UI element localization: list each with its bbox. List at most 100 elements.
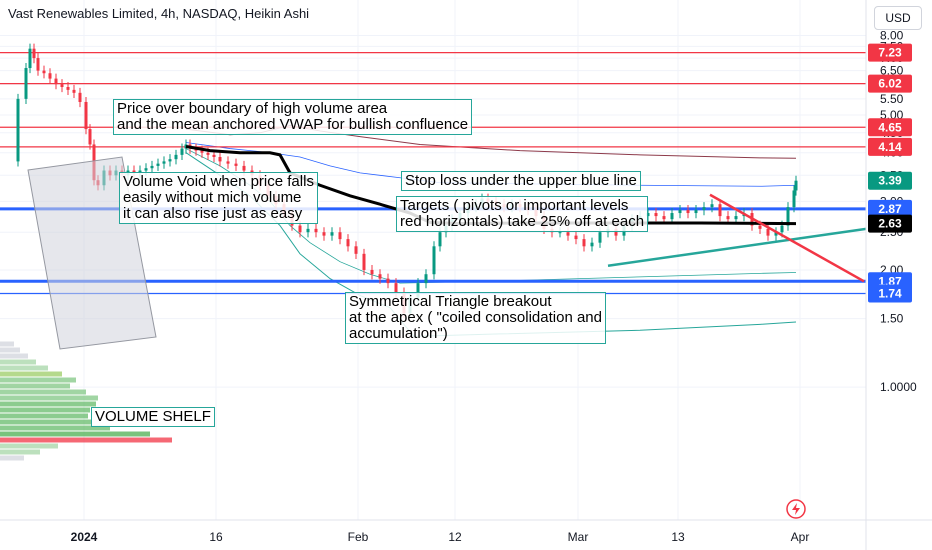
volume-profile-bar xyxy=(0,359,36,365)
candle-body xyxy=(60,84,64,87)
candle-body xyxy=(438,232,442,247)
candle-body xyxy=(432,246,436,275)
x-tick-label: Apr xyxy=(791,530,810,544)
candle-body xyxy=(362,253,366,270)
candle-body xyxy=(686,210,690,214)
x-tick-label: 13 xyxy=(671,530,685,544)
y-tick-label: 5.50 xyxy=(880,92,904,106)
candle-body xyxy=(218,157,222,162)
candle-body xyxy=(590,242,594,247)
candle-body xyxy=(792,190,796,208)
candle-body xyxy=(574,235,578,240)
price-label: 4.14 xyxy=(878,140,902,154)
candle-body xyxy=(322,232,326,236)
price-label: 3.39 xyxy=(878,174,902,188)
candle-body xyxy=(386,278,390,284)
candle-body xyxy=(558,232,562,234)
volume-profile-bar xyxy=(0,383,70,389)
volume-profile-bar xyxy=(0,431,150,437)
candle-body xyxy=(354,246,358,254)
price-label-bg xyxy=(868,137,912,156)
candle-body xyxy=(416,283,420,298)
candle-body xyxy=(582,239,586,247)
candle-body xyxy=(678,210,682,214)
candle-body xyxy=(370,269,374,275)
price-label: 7.23 xyxy=(878,46,902,60)
volume-profile-bar xyxy=(0,347,20,353)
candle-body xyxy=(32,48,36,59)
triangle-upper-trendline xyxy=(709,193,865,283)
candle-body xyxy=(702,207,706,211)
y-tick-label: 1.0000 xyxy=(880,380,917,394)
candle-body xyxy=(42,70,46,74)
candle-body xyxy=(226,161,230,164)
volume-profile-bar xyxy=(0,401,96,407)
candle-body xyxy=(36,58,40,71)
candle-body xyxy=(174,154,178,160)
candle-body xyxy=(144,168,148,171)
candle-body xyxy=(694,210,698,214)
candle-body xyxy=(346,239,350,247)
candle-body xyxy=(132,170,136,173)
candle-body xyxy=(774,232,778,236)
annotation-volume-void[interactable]: Volume Void when price falls easily with… xyxy=(119,172,318,224)
candle-body xyxy=(726,216,730,220)
candle-body xyxy=(162,161,166,164)
volume-profile-bar xyxy=(0,437,172,443)
candle-body xyxy=(156,163,160,166)
candle-body xyxy=(84,101,88,130)
candle-body xyxy=(654,213,658,217)
candle-body xyxy=(180,148,184,155)
annotation-triangle[interactable]: Symmetrical Triangle breakout at the ape… xyxy=(345,292,606,344)
candle-body xyxy=(598,232,602,243)
annotation-confluence[interactable]: Price over boundary of high volume area … xyxy=(113,99,473,135)
annotation-targets[interactable]: Targets ( pivots or important levels red… xyxy=(396,196,649,232)
candle-body xyxy=(78,92,82,102)
y-tick-label: 1.50 xyxy=(880,312,904,326)
volume-profile-bar xyxy=(0,407,90,413)
candle-body xyxy=(314,228,318,233)
annotation-stop-loss[interactable]: Stop loss under the upper blue line xyxy=(401,171,641,191)
candle-body xyxy=(88,129,92,145)
candle-body xyxy=(780,225,784,233)
candle-body xyxy=(378,274,382,279)
x-tick-label: 16 xyxy=(209,530,223,544)
candle-body xyxy=(566,232,570,236)
y-tick-label: 8.00 xyxy=(880,29,904,43)
volume-profile-bar xyxy=(0,443,58,449)
price-label: 2.63 xyxy=(878,217,902,231)
volume-profile-bar xyxy=(0,449,40,455)
candle-body xyxy=(786,207,790,226)
candle-body xyxy=(614,228,618,236)
candle-body xyxy=(766,228,770,236)
candle-body xyxy=(16,98,20,162)
candle-body xyxy=(212,154,216,158)
candle-body xyxy=(242,165,246,171)
candle-body xyxy=(338,232,342,240)
price-label: 6.02 xyxy=(878,77,902,91)
price-label-bg xyxy=(868,199,912,218)
candle-body xyxy=(330,232,334,236)
candle-body xyxy=(710,204,714,208)
volume-profile-bar xyxy=(0,425,110,431)
x-tick-label: 12 xyxy=(448,530,462,544)
price-label-bg xyxy=(868,43,912,62)
candle-body xyxy=(206,152,210,155)
triangle-lower-trendline xyxy=(607,227,867,268)
price-label-bg xyxy=(868,74,912,93)
price-label-bg xyxy=(868,214,912,233)
volume-profile-bar xyxy=(0,395,98,401)
volume-profile-bar xyxy=(0,455,24,461)
price-label: 1.74 xyxy=(878,286,902,300)
candle-body xyxy=(306,228,310,233)
candle-body xyxy=(670,213,674,220)
candle-body xyxy=(234,163,238,166)
candle-body xyxy=(24,68,28,99)
candle-body xyxy=(72,89,76,93)
candle-body xyxy=(48,73,52,79)
currency-button[interactable]: USD xyxy=(874,6,922,30)
annotation-volume-shelf[interactable]: VOLUME SHELF xyxy=(91,407,215,427)
volume-profile-bar xyxy=(0,377,76,383)
candle-body xyxy=(718,204,722,217)
